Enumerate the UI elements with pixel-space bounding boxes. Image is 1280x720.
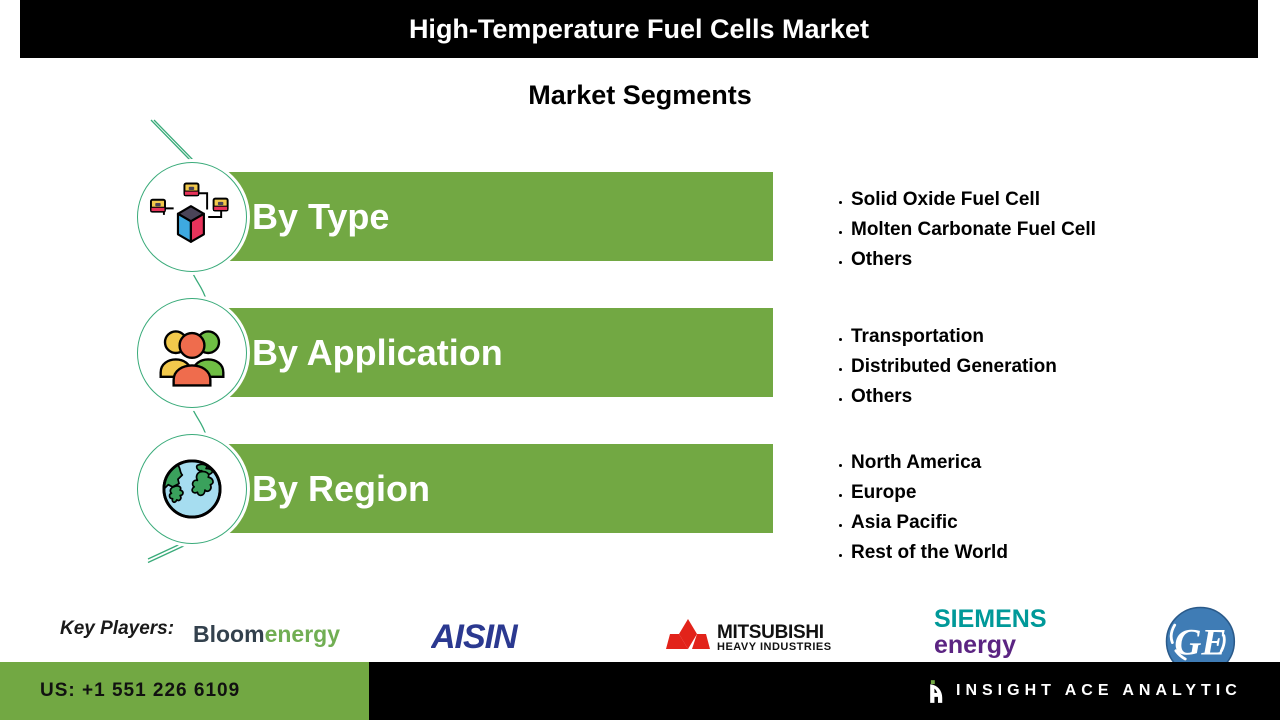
svg-text:AISIN: AISIN [431, 618, 519, 656]
svg-text:GE: GE [1174, 622, 1226, 663]
svg-text:energy: energy [934, 631, 1016, 659]
svg-text:MITSUBISHI: MITSUBISHI [717, 622, 824, 643]
svg-text:Bloomenergy: Bloomenergy [193, 621, 340, 647]
svg-text:HEAVY INDUSTRIES: HEAVY INDUSTRIES [717, 641, 832, 653]
svg-text:SIEMENS: SIEMENS [934, 605, 1047, 633]
